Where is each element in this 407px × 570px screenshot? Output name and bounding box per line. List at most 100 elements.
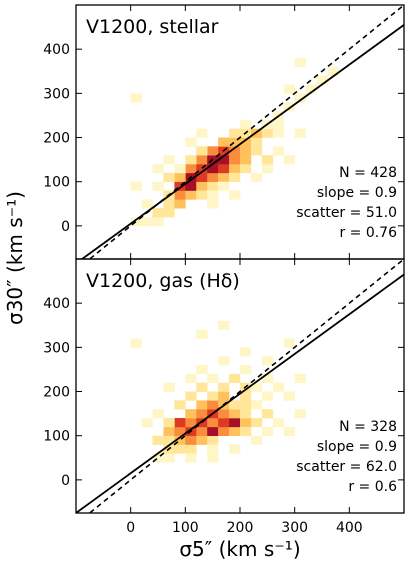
heatmap-cell	[218, 164, 230, 174]
stats-stellar: N = 428 slope = 0.9 scatter = 51.0 r = 0…	[296, 165, 397, 241]
fit-lines-stellar	[80, 5, 404, 259]
stat-scatter: scatter = 62.0	[296, 459, 397, 475]
y-tick-label: 100	[43, 175, 70, 191]
stat-scatter: scatter = 51.0	[296, 205, 397, 221]
heatmap-cell	[283, 391, 295, 401]
y-axis-label: σ30″ (km s⁻¹)	[3, 191, 27, 325]
heatmap-cell	[196, 155, 208, 165]
heatmap-cell	[152, 208, 164, 218]
heatmap-cell	[196, 172, 208, 182]
heatmap-cell	[185, 190, 197, 200]
heatmap-cell	[250, 172, 263, 182]
heatmap-cell	[130, 338, 142, 348]
heatmap-cell	[196, 382, 208, 392]
heatmap-cell	[240, 146, 252, 156]
heatmap-cell	[207, 190, 219, 200]
heatmap-cell	[163, 426, 175, 436]
heatmap-cell	[196, 128, 208, 138]
heatmap-cell	[207, 418, 219, 428]
heatmap-cell	[261, 128, 274, 138]
heatmap-cell	[185, 435, 197, 445]
stat-r: r = 0.6	[348, 479, 397, 495]
heatmap-cell	[196, 400, 208, 410]
stat-slope: slope = 0.9	[317, 439, 397, 455]
heatmap-cell	[272, 128, 285, 138]
heatmap-cell	[261, 409, 274, 419]
heatmap-cell	[185, 391, 197, 401]
heatmap-cell	[240, 400, 252, 410]
ticks-stellar: 0 100 200 300 400	[43, 5, 404, 259]
heatmap-cell	[152, 435, 164, 445]
heatmap-cell	[250, 418, 263, 428]
heatmap-cell	[174, 444, 186, 454]
heatmap-cell	[240, 119, 252, 129]
heatmap-cell	[261, 373, 274, 383]
heatmap-cells-gas	[130, 320, 306, 463]
heatmap-cell	[196, 146, 208, 156]
heatmap-cell	[174, 199, 186, 209]
heatmap-cell	[261, 155, 274, 165]
heatmap-cell	[174, 172, 186, 182]
heatmap-cell	[272, 119, 285, 129]
heatmap-cell	[207, 373, 219, 383]
x-tick-label: 0	[126, 520, 135, 536]
heatmap-cell	[327, 66, 339, 76]
one-to-one-line	[88, 259, 404, 513]
heatmap-cell	[207, 453, 219, 463]
heatmap-cell	[240, 426, 252, 436]
panel-title-stellar: V1200, stellar	[86, 16, 219, 38]
fit-lines-gas	[76, 259, 404, 513]
heatmap-cell	[207, 199, 219, 209]
heatmap-cell	[229, 146, 241, 156]
heatmap-cell	[229, 190, 241, 200]
heatmap-cell	[207, 181, 219, 191]
heatmap-cell	[229, 409, 241, 419]
heatmap-cell	[185, 453, 197, 463]
x-tick-label: 200	[227, 520, 254, 536]
heatmap-cell	[250, 400, 263, 410]
heatmap-cell	[130, 217, 142, 227]
heatmap-cell	[305, 84, 317, 94]
heatmap-cell	[229, 400, 241, 410]
heatmap-cell	[141, 199, 153, 209]
heatmap-cell	[196, 190, 208, 200]
heatmap-cell	[152, 181, 164, 191]
heatmap-cell	[272, 382, 285, 392]
heatmap-cell	[240, 418, 252, 428]
heatmap-cell	[250, 382, 263, 392]
stat-n: N = 428	[339, 165, 397, 181]
heatmap-cell	[207, 400, 219, 410]
heatmap-cell	[229, 137, 241, 147]
heatmap-cell	[250, 146, 263, 156]
x-tick-label: 300	[281, 520, 308, 536]
stat-n: N = 328	[339, 419, 397, 435]
fit-line	[76, 273, 404, 513]
heatmap-cell	[240, 409, 252, 419]
heatmap-cell	[218, 320, 230, 330]
panel-stellar: 0 100 200 300 400 V1200, stellar N = 428 slo…	[43, 4, 405, 260]
heatmap-cell	[185, 444, 197, 454]
heatmap-cell	[185, 164, 197, 174]
heatmap-cell	[196, 181, 208, 191]
heatmap-cell	[218, 426, 230, 436]
ticks-gas: 0 100 200 300 400 0 100 200 300 400	[43, 259, 404, 536]
heatmap-cell	[218, 172, 230, 182]
heatmap-cell	[196, 435, 208, 445]
heatmap-cell	[185, 373, 197, 383]
heatmap-cell	[163, 382, 175, 392]
heatmap-cell	[294, 93, 306, 103]
heatmap-cell	[240, 155, 252, 165]
heatmap-cell	[218, 391, 230, 401]
heatmap-cell	[261, 391, 274, 401]
fit-line	[80, 24, 404, 259]
y-tick-label: 400	[43, 42, 70, 58]
heatmap-cell	[283, 102, 295, 112]
heatmap-cell	[152, 453, 164, 463]
heatmap-cell	[240, 365, 252, 375]
heatmap-cell	[185, 137, 197, 147]
heatmap-cell	[229, 164, 241, 174]
heatmap-cell	[218, 356, 230, 366]
heatmap-cell	[130, 93, 142, 103]
y-tick-label: 0	[61, 219, 70, 235]
